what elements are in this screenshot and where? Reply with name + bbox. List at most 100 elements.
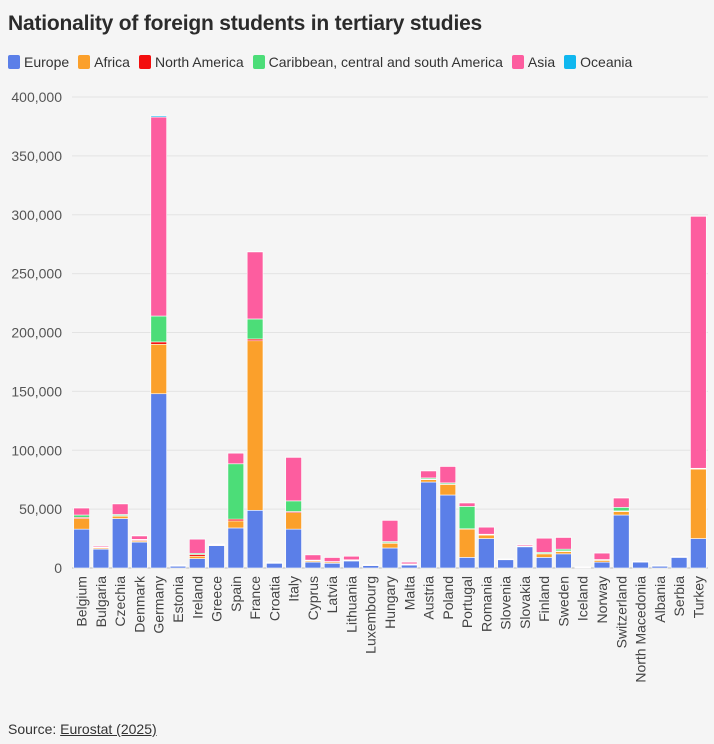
bar-poland-europe [439,494,457,569]
bar-germany-caribbean-central-and-south-america [150,315,167,343]
bar-sweden-africa [555,551,572,555]
legend-item-north-america: North America [138,54,244,70]
x-tick-label: Estonia [170,576,186,623]
bar-greece-europe [208,545,225,569]
bar-italy-asia [285,457,302,502]
bar-switzerland-europe [613,514,630,569]
bar-lithuania-europe [343,560,360,569]
bar-sweden-europe [555,553,572,569]
bar-belgium-caribbean-central-and-south-america [73,514,90,518]
x-tick-label: Denmark [131,575,147,633]
legend-item-europe: Europe [8,54,69,70]
bar-austria-europe [420,481,437,569]
bar-france-asia [246,251,264,320]
bar-portugal-europe [458,557,476,569]
bar-belgium-europe [73,528,90,569]
bar-hungary-africa [381,542,399,549]
bar-finland-asia [535,537,553,553]
source-link[interactable]: Eurostat (2025) [60,721,157,737]
x-tick-label: Austria [421,576,437,620]
bar-serbia-europe [670,557,688,569]
x-tick-label: Serbia [671,576,687,617]
y-tick-label: 50,000 [19,501,62,517]
chart-title: Nationality of foreign students in terti… [8,12,483,35]
bar-portugal-caribbean-central-and-south-america [458,506,476,530]
x-tick-label: Turkey [690,576,706,618]
bar-poland-africa [439,484,457,496]
legend-label: Asia [527,54,556,70]
bar-germany-asia [150,116,167,317]
bar-poland-asia [439,466,457,484]
x-tick-label: Ireland [189,576,205,619]
bar-ireland-asia [189,538,206,554]
x-tick-label: Bulgaria [93,576,109,628]
bar-romania-africa [478,534,495,539]
bar-north-macedonia-europe [632,561,649,569]
x-tick-label: Germany [151,576,167,634]
bar-ireland-africa [189,555,206,559]
bar-luxembourg-europe [362,565,379,569]
bar-hungary-europe [381,547,399,569]
x-tick-label: Croatia [266,576,282,621]
legend-swatch [564,55,577,69]
legend-swatch [511,55,524,69]
bar-turkey-europe [690,538,707,569]
bar-germany-europe [150,393,167,569]
x-tick-label: Finland [536,576,552,622]
x-tick-label: Italy [286,576,302,602]
bar-croatia-europe [266,562,283,569]
bar-czechia-africa [111,515,129,519]
x-tick-label: Cyprus [305,576,321,620]
x-tick-label: Greece [209,576,225,622]
bar-norway-asia [593,552,611,560]
bar-czechia-europe [111,518,129,569]
bar-germany-africa [150,343,167,395]
x-tick-label: Iceland [575,576,591,621]
bar-portugal-asia [458,502,476,507]
bar-france-europe [246,509,264,569]
stacked-bar-chart: 0 50,000 100,000 150,000 200,000 250,000 300,0… [11,89,708,683]
y-tick-label: 400,000 [11,89,62,105]
source-label: Source: [8,721,57,737]
bar-denmark-asia [131,535,148,540]
bar-belgium-africa [73,518,90,530]
y-tick-label: 150,000 [11,383,62,399]
bar-switzerland-africa [613,511,630,516]
bar-latvia-europe [323,562,341,569]
y-tick-label: 350,000 [11,148,62,164]
bar-france-africa [246,340,264,511]
x-tick-label: Portugal [459,576,475,628]
x-tick-label: Spain [228,576,244,612]
legend-item-asia: Asia [511,54,556,70]
legend-label: North America [154,54,244,70]
bar-spain-asia [227,452,245,465]
y-tick-label: 300,000 [11,207,62,223]
legend-swatch [252,55,265,69]
legend-label: Europe [24,54,70,70]
bar-czechia-asia [111,503,129,515]
bar-belgium-asia [73,507,90,516]
x-tick-label: Albania [652,576,668,623]
bar-austria-asia [420,470,437,479]
bar-italy-africa [285,512,302,530]
bar-switzerland-caribbean-central-and-south-america [613,507,630,512]
bar-cyprus-europe [304,561,322,569]
chart-legend: Europe Africa North America Caribbean, cent… [8,54,632,70]
bar-lithuania-asia [343,555,360,561]
legend-swatch [138,55,151,69]
bar-ireland-europe [189,558,206,569]
bar-finland-europe [535,557,553,569]
x-tick-label: Slovenia [498,576,514,630]
legend-item-oceania: Oceania [564,54,632,70]
bar-cyprus-asia [304,554,322,561]
bar-turkey-africa [690,468,707,539]
x-tick-label: France [247,576,263,620]
bar-italy-caribbean-central-and-south-america [285,500,302,512]
bar-romania-europe [478,538,495,569]
legend-item-caribbean-central-and-south-america: Caribbean, central and south America [252,54,503,70]
x-tick-label: Slovakia [517,576,533,629]
x-tick-label: Czechia [112,576,128,627]
bar-latvia-asia [323,557,341,562]
bar-turkey-asia [690,215,707,469]
bar-slovakia-europe [516,546,534,569]
